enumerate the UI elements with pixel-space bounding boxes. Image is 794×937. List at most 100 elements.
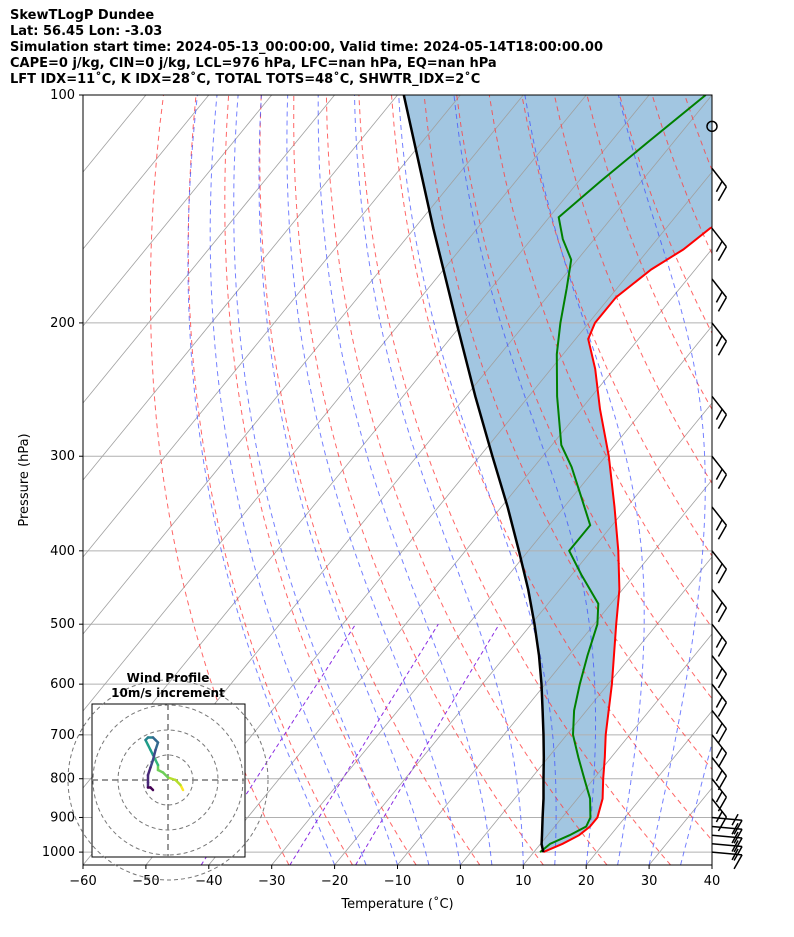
chart-header: SkewTLogP Dundee Lat: 56.45 Lon: -3.03 S…: [10, 8, 780, 88]
isotherm-line: [83, 95, 398, 481]
barb-staff: [711, 278, 728, 298]
stability-line: CAPE=0 j/kg, CIN=0 j/kg, LCL=976 hPa, LF…: [10, 56, 497, 71]
barb-flag: [715, 667, 724, 680]
hodograph-ring: [67, 679, 269, 881]
wind-barb: [711, 848, 743, 870]
barb-flag: [717, 474, 728, 489]
barb-flag: [717, 607, 728, 623]
isotherm-line: [83, 95, 461, 558]
isotherm-line: [585, 710, 712, 865]
cin-shading: [403, 95, 712, 853]
moist-adiabat: [187, 95, 336, 865]
moist-adiabat: [354, 95, 524, 865]
hodograph-segment: [149, 758, 155, 769]
barb-flag: [717, 186, 728, 202]
wind-barb: [711, 813, 743, 835]
hodograph-segment: [146, 766, 152, 777]
barb-flag: [717, 728, 728, 744]
barb-flag: [717, 524, 728, 540]
y-tick-label: 200: [50, 316, 75, 331]
wind-barb: [711, 655, 728, 689]
dry-adiabat: [358, 95, 671, 865]
isotherm-line: [83, 95, 335, 404]
dry-adiabat: [187, 95, 353, 865]
barb-staff: [711, 623, 728, 644]
dry-adiabat: [750, 95, 794, 865]
barb-flag: [731, 822, 739, 835]
barb-flag: [715, 408, 724, 420]
barb-flag: [717, 673, 728, 689]
barb-flag: [715, 722, 724, 735]
dewpoint-profile: [539, 95, 707, 853]
x-tick-label: 20: [578, 874, 595, 889]
y-tick-label: 1000: [42, 845, 75, 860]
y-tick-label: 500: [50, 617, 75, 632]
barb-staff: [711, 455, 728, 476]
wind-barb: [711, 757, 728, 791]
isotherm-line: [460, 556, 712, 865]
barb-staff: [711, 589, 728, 609]
x-tick-label: 10: [515, 874, 532, 889]
moist-adiabat: [209, 95, 367, 865]
moist-adiabat: [398, 95, 557, 865]
y-tick-label: 800: [50, 772, 75, 787]
mixing-ratio-line: [355, 623, 500, 865]
moist-adiabat: [617, 95, 706, 865]
dry-adiabat: [783, 95, 794, 865]
isotherm-line: [83, 95, 84, 96]
dry-adiabat: [391, 95, 712, 841]
dry-adiabat: [717, 95, 794, 865]
barb-flag: [715, 636, 724, 648]
barb-staff: [711, 709, 728, 730]
barb-flag: [715, 240, 724, 253]
isotherm-line: [83, 95, 273, 327]
x-tick-label: −50: [132, 874, 159, 889]
x-tick-label: −20: [321, 874, 348, 889]
barb-flag: [731, 840, 739, 852]
wind-barb: [711, 778, 728, 812]
wind-barb: [711, 322, 728, 356]
y-tick-label: 300: [50, 449, 75, 464]
wind-barb: [711, 623, 728, 657]
barb-staff: [711, 322, 728, 342]
parcel-profile: [402, 95, 546, 853]
isotherm-line: [334, 402, 712, 865]
x-tick-label: 0: [456, 874, 464, 889]
isotherm-line: [775, 95, 794, 865]
barb-staff: [711, 395, 728, 416]
barb-flag: [715, 696, 724, 708]
y-tick-label: 900: [50, 810, 75, 825]
barb-staff: [711, 167, 728, 188]
barb-staff: [711, 506, 728, 526]
barb-flag: [717, 246, 728, 262]
isotherm-line: [271, 325, 712, 865]
isotherm-line: [522, 633, 712, 865]
barb-flag: [715, 291, 724, 303]
barb-flag: [717, 414, 728, 430]
moist-adiabat: [233, 95, 398, 865]
hodograph-segment: [151, 748, 157, 762]
barb-flag: [733, 854, 743, 870]
barb-staff: [711, 227, 728, 248]
barb-flag: [717, 340, 728, 356]
barb-flag: [717, 702, 728, 717]
barb-flag: [715, 180, 724, 193]
barb-flag: [717, 568, 728, 584]
y-tick-label: 400: [50, 544, 75, 559]
barb-flag: [733, 846, 743, 861]
barb-flag: [715, 790, 724, 803]
barb-flag: [715, 810, 724, 823]
hodograph-segment: [149, 786, 155, 792]
x-tick-label: −40: [195, 874, 222, 889]
barb-staff: [711, 816, 743, 821]
wind-barb: [711, 550, 728, 584]
x-tick-label: −60: [69, 874, 96, 889]
wind-barb: [711, 798, 728, 832]
y-axis-label: Pressure (hPa): [17, 433, 32, 526]
wind-barb: [711, 709, 728, 744]
wind-barb: [711, 506, 728, 540]
location-line: Lat: 56.45 Lon: -3.03: [10, 24, 163, 39]
barb-flag: [715, 468, 724, 480]
barb-staff: [711, 798, 728, 818]
dry-adiabat: [423, 95, 712, 771]
